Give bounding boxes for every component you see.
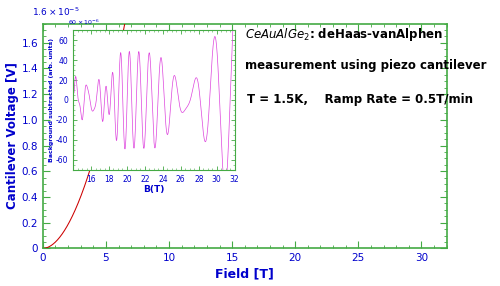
- X-axis label: Field [T]: Field [T]: [216, 267, 274, 281]
- Y-axis label: Cantilever Voltage [V]: Cantilever Voltage [V]: [6, 63, 18, 209]
- Text: $\it{CeAuAlGe_2}$: deHaas-vanAlphen: $\it{CeAuAlGe_2}$: deHaas-vanAlphen: [245, 26, 443, 43]
- Text: $1.6 \times 10^{-5}$: $1.6 \times 10^{-5}$: [32, 5, 80, 18]
- Text: T = 1.5K,    Ramp Rate = 0.5T/min: T = 1.5K, Ramp Rate = 0.5T/min: [247, 93, 473, 106]
- Text: measurement using piezo cantilever: measurement using piezo cantilever: [245, 59, 486, 72]
